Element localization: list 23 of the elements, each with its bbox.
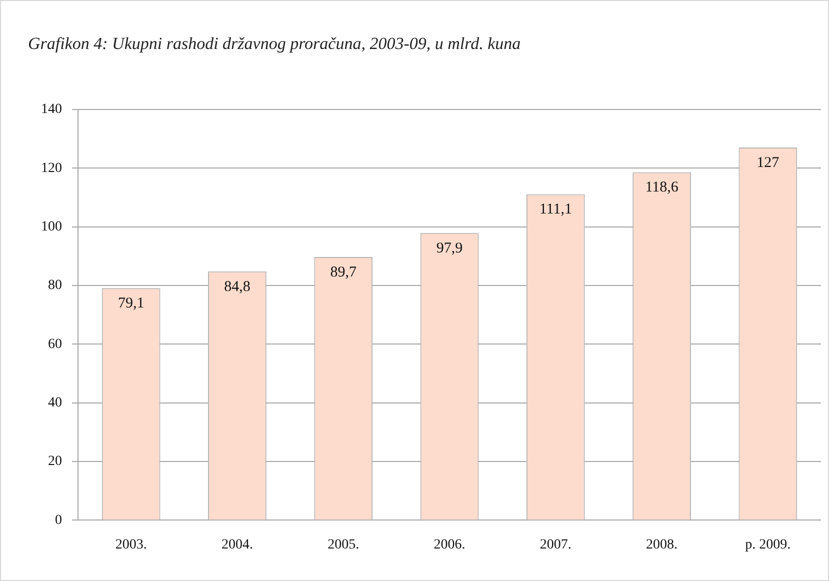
x-tick-label: 2005. — [328, 537, 360, 552]
y-tick-label: 20 — [48, 454, 62, 470]
data-label: 97,9 — [436, 240, 463, 256]
data-label: 111,1 — [539, 202, 572, 218]
y-tick-label: 120 — [41, 160, 62, 176]
chart-title: Grafikon 4: Ukupni rashodi državnog proračuna, 2003-09, u mlrd. kuna — [28, 34, 521, 54]
y-tick-label: 60 — [48, 336, 62, 352]
y-tick-label: 100 — [41, 219, 62, 234]
x-tick-label: 2003. — [115, 537, 147, 552]
data-label: 79,1 — [118, 296, 144, 312]
y-tick-label: 140 — [41, 102, 62, 118]
data-label: 89,7 — [330, 264, 357, 280]
y-tick-label: 80 — [48, 278, 62, 294]
data-label: 127 — [756, 154, 780, 171]
x-tick-label: 2004. — [221, 537, 253, 552]
y-tick-label: 0 — [55, 512, 62, 528]
x-tick-label: 2008. — [646, 537, 678, 552]
data-label: 84,8 — [224, 278, 250, 295]
x-tick-label: 2007. — [540, 537, 572, 552]
x-tick-label: p. 2009. — [745, 537, 791, 552]
x-tick-label: 2006. — [434, 537, 466, 552]
data-label: 118,6 — [645, 180, 679, 196]
y-tick-label: 40 — [48, 396, 62, 410]
